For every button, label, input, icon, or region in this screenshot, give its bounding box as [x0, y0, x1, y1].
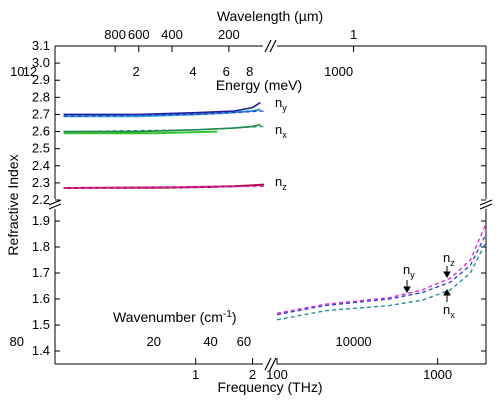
label-nx-upper: nx: [275, 122, 287, 140]
nx-calc-line-high: [276, 241, 487, 321]
x-axis-title-top-inner: Energy (meV): [216, 77, 302, 93]
y-tick-label: 1.5: [32, 317, 50, 332]
x-top-inner-tick-label: 12: [23, 64, 37, 79]
y-tick-label: 1.8: [32, 239, 50, 254]
x-top-inner-tick-label: 2: [132, 64, 139, 79]
y-tick-label: 1.7: [32, 265, 50, 280]
x-axis-title-bottom: Frequency (THz): [217, 379, 322, 395]
x-top-outer-ticks: 800 600 400 200 1: [104, 27, 357, 52]
x-top-inner-tick-label: 1000: [324, 64, 353, 79]
nx-calc-line-low: [63, 125, 265, 133]
x-inner-bottom-tick-label: 20: [146, 334, 160, 349]
y-tick-label: 1.6: [32, 291, 50, 306]
x-inner-bottom-ticks: 20 40 60 80 10000: [10, 334, 372, 349]
label-nz-lower: nz: [443, 250, 455, 268]
y-break-left: [48, 199, 62, 210]
x-axis-title-top-outer: Wavelength (µm): [217, 8, 323, 24]
x-bottom-tick-label: 2: [249, 367, 256, 382]
pointer-arrows: [403, 266, 451, 302]
x-top-inner-tick-label: 4: [189, 64, 196, 79]
ny-calc-line-low: [63, 110, 265, 117]
y-axis-title: Refractive Index: [5, 154, 21, 255]
x-top-inner-tick-label: 6: [223, 64, 230, 79]
nx-model-line: [63, 130, 218, 135]
label-ny-upper: ny: [275, 95, 287, 113]
x-axis-title-inner-bottom: Wavenumber (cm-1): [113, 309, 237, 325]
label-nx-lower: nx: [443, 302, 455, 320]
series-layer: [63, 101, 487, 321]
x-top-outer-tick-label: 400: [161, 27, 183, 42]
y-tick-label: 2.9: [32, 72, 50, 87]
label-nz-upper: nz: [275, 174, 287, 192]
nz-calc-line-low: [63, 185, 265, 189]
y-tick-label: 2.7: [32, 106, 50, 121]
wavenumber-title-text: Wavenumber (cm: [113, 309, 223, 325]
y-tick-label: 2.4: [32, 158, 50, 173]
y-axis-ticks: 2.2 2.3 2.4 2.5 2.6 2.7 2.8 2.9 3.0 3.1 1.4 1.5 1.6 1…: [32, 38, 486, 358]
x-top-inner-tick-label: 8: [246, 64, 253, 79]
x-top-outer-tick-label: 200: [218, 27, 240, 42]
y-break-right: [479, 199, 493, 210]
x-bottom-tick-label: 100: [266, 367, 288, 382]
x-inner-bottom-tick-label: 40: [203, 334, 217, 349]
y-tick-label: 2.2: [32, 192, 50, 207]
y-tick-label: 2.5: [32, 141, 50, 156]
x-bottom-tick-label: 1: [192, 367, 199, 382]
label-ny-lower: ny: [403, 262, 415, 280]
y-tick-label: 2.8: [32, 89, 50, 104]
y-tick-label: 1.9: [32, 213, 50, 228]
x-top-outer-tick-label: 1: [350, 27, 357, 42]
x-inner-bottom-tick-label: 60: [237, 334, 251, 349]
y-tick-label: 1.4: [32, 343, 50, 358]
ny-calc-line-high: [276, 233, 487, 316]
x-inner-bottom-tick-label: 10000: [336, 334, 372, 349]
nx-measured-line: [63, 123, 261, 133]
x-top-inner-tick-label: 10: [10, 64, 24, 79]
y-tick-label: 3.1: [32, 38, 50, 53]
x-inner-bottom-tick-label: 80: [10, 334, 24, 349]
x-bottom-tick-label: 1000: [423, 367, 452, 382]
y-tick-label: 3.0: [32, 55, 50, 70]
x-top-outer-tick-label: 600: [128, 27, 150, 42]
y-tick-label: 2.3: [32, 175, 50, 190]
ny-measured-line: [63, 101, 261, 116]
x-break-top: [263, 39, 277, 53]
x-bottom-ticks: 1 2 100 1000: [192, 358, 452, 382]
wavenumber-title-exponent: -1: [223, 309, 232, 320]
nz-calc-line-high: [276, 223, 487, 314]
x-top-outer-tick-label: 800: [104, 27, 126, 42]
wavenumber-title-close: ): [232, 309, 237, 325]
y-tick-label: 2.6: [32, 124, 50, 139]
x-break-bottom: [263, 357, 277, 371]
